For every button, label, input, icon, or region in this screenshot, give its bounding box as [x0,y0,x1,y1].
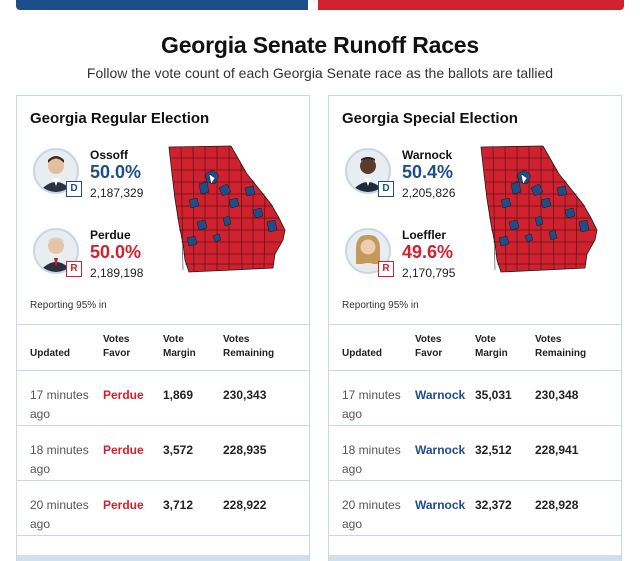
header-votes-remaining: Votes Remaining [535,334,587,359]
cell-remaining: 228,941 [535,443,579,457]
party-badge-d: D [378,181,394,197]
table-row: 17 minutes ago Warnock 35,031 230,348 [329,371,621,426]
cell-remaining: 228,928 [535,498,579,512]
candidate-percent: 50.4% [402,162,454,182]
cell-margin: 32,372 [475,498,512,512]
candidate-name: Ossoff [90,148,129,162]
cell-favor: Perdue [103,443,144,457]
race-title: Georgia Special Election [342,110,518,127]
table-row: 20 minutes ago Perdue 3,712 228,922 [17,481,309,536]
candidate-warnock: D Warnock 50.4% 2,205,826 [345,148,525,208]
table-row: 17 minutes ago Perdue 1,869 230,343 [17,371,309,426]
candidate-name: Warnock [402,148,453,162]
candidate-percent: 49.6% [402,242,454,262]
cell-favor: Perdue [103,498,144,512]
header-updated: Updated [30,348,70,359]
results-table: Updated Votes Favor Vote Margin Votes Re… [329,324,621,536]
header-votes-favor: Votes Favor [415,334,443,359]
candidate-votes: 2,189,198 [90,266,144,280]
page-subtitle: Follow the vote count of each Georgia Se… [86,65,554,81]
race-title: Georgia Regular Election [30,110,210,127]
cell-updated: 20 minutes ago [30,498,89,531]
cell-margin: 1,869 [163,388,194,402]
candidate-votes: 2,170,795 [402,266,456,280]
card-bottom-strip [17,555,309,561]
candidate-votes: 2,205,826 [402,186,456,200]
results-table: Updated Votes Favor Vote Margin Votes Re… [17,324,309,536]
cell-margin: 35,031 [475,388,512,402]
cell-remaining: 228,935 [223,443,267,457]
candidate-ossoff: D Ossoff 50.0% 2,187,329 [33,148,213,208]
candidate-name: Loeffler [402,228,447,242]
header-vote-margin: Vote Margin [475,334,508,359]
cell-favor: Warnock [415,443,466,457]
cell-favor: Warnock [415,498,466,512]
top-color-bar [16,0,624,10]
candidate-votes: 2,187,329 [90,186,144,200]
table-row: 18 minutes ago Perdue 3,572 228,935 [17,426,309,481]
avatar [33,148,79,194]
race-card-special: Georgia Special Election D Warnock 50.4%… [328,95,622,561]
top-bar-blue [16,0,308,10]
party-badge-r: R [66,261,82,277]
cell-margin: 3,572 [163,443,194,457]
cell-remaining: 230,348 [535,388,579,402]
cell-updated: 18 minutes ago [30,443,89,476]
header-updated: Updated [342,348,382,359]
cell-updated: 18 minutes ago [342,443,401,476]
cell-updated: 17 minutes ago [30,388,89,421]
county-map[interactable] [167,144,287,279]
cell-margin: 3,712 [163,498,194,512]
header-votes-favor: Votes Favor [103,334,131,359]
reporting-status: Reporting 95% in [30,300,107,311]
candidate-percent: 50.0% [90,162,142,182]
top-bar-gap [308,0,318,10]
candidate-loeffler: R Loeffler 49.6% 2,170,795 [345,228,525,288]
county-map[interactable] [479,144,599,279]
party-badge-r: R [378,261,394,277]
candidate-percent: 50.0% [90,242,142,262]
table-header: Updated Votes Favor Vote Margin Votes Re… [329,324,621,371]
cell-favor: Perdue [103,388,144,402]
candidate-name: Perdue [90,228,131,242]
header-vote-margin: Vote Margin [163,334,196,359]
header-votes-remaining: Votes Remaining [223,334,275,359]
cell-updated: 20 minutes ago [342,498,401,531]
cell-margin: 32,512 [475,443,512,457]
race-card-regular: Georgia Regular Election D Ossoff 50.0% … [16,95,310,561]
top-bar-red [318,0,624,10]
cell-remaining: 228,922 [223,498,267,512]
table-row: 18 minutes ago Warnock 32,512 228,941 [329,426,621,481]
party-badge-d: D [66,181,82,197]
reporting-status: Reporting 95% in [342,300,419,311]
cell-updated: 17 minutes ago [342,388,401,421]
candidate-perdue: R Perdue 50.0% 2,189,198 [33,228,213,288]
avatar [345,228,391,274]
cell-remaining: 230,343 [223,388,267,402]
cell-favor: Warnock [415,388,466,402]
page-title: Georgia Senate Runoff Races [161,32,479,58]
table-row: 20 minutes ago Warnock 32,372 228,928 [329,481,621,536]
table-header: Updated Votes Favor Vote Margin Votes Re… [17,324,309,371]
card-bottom-strip [329,555,621,561]
